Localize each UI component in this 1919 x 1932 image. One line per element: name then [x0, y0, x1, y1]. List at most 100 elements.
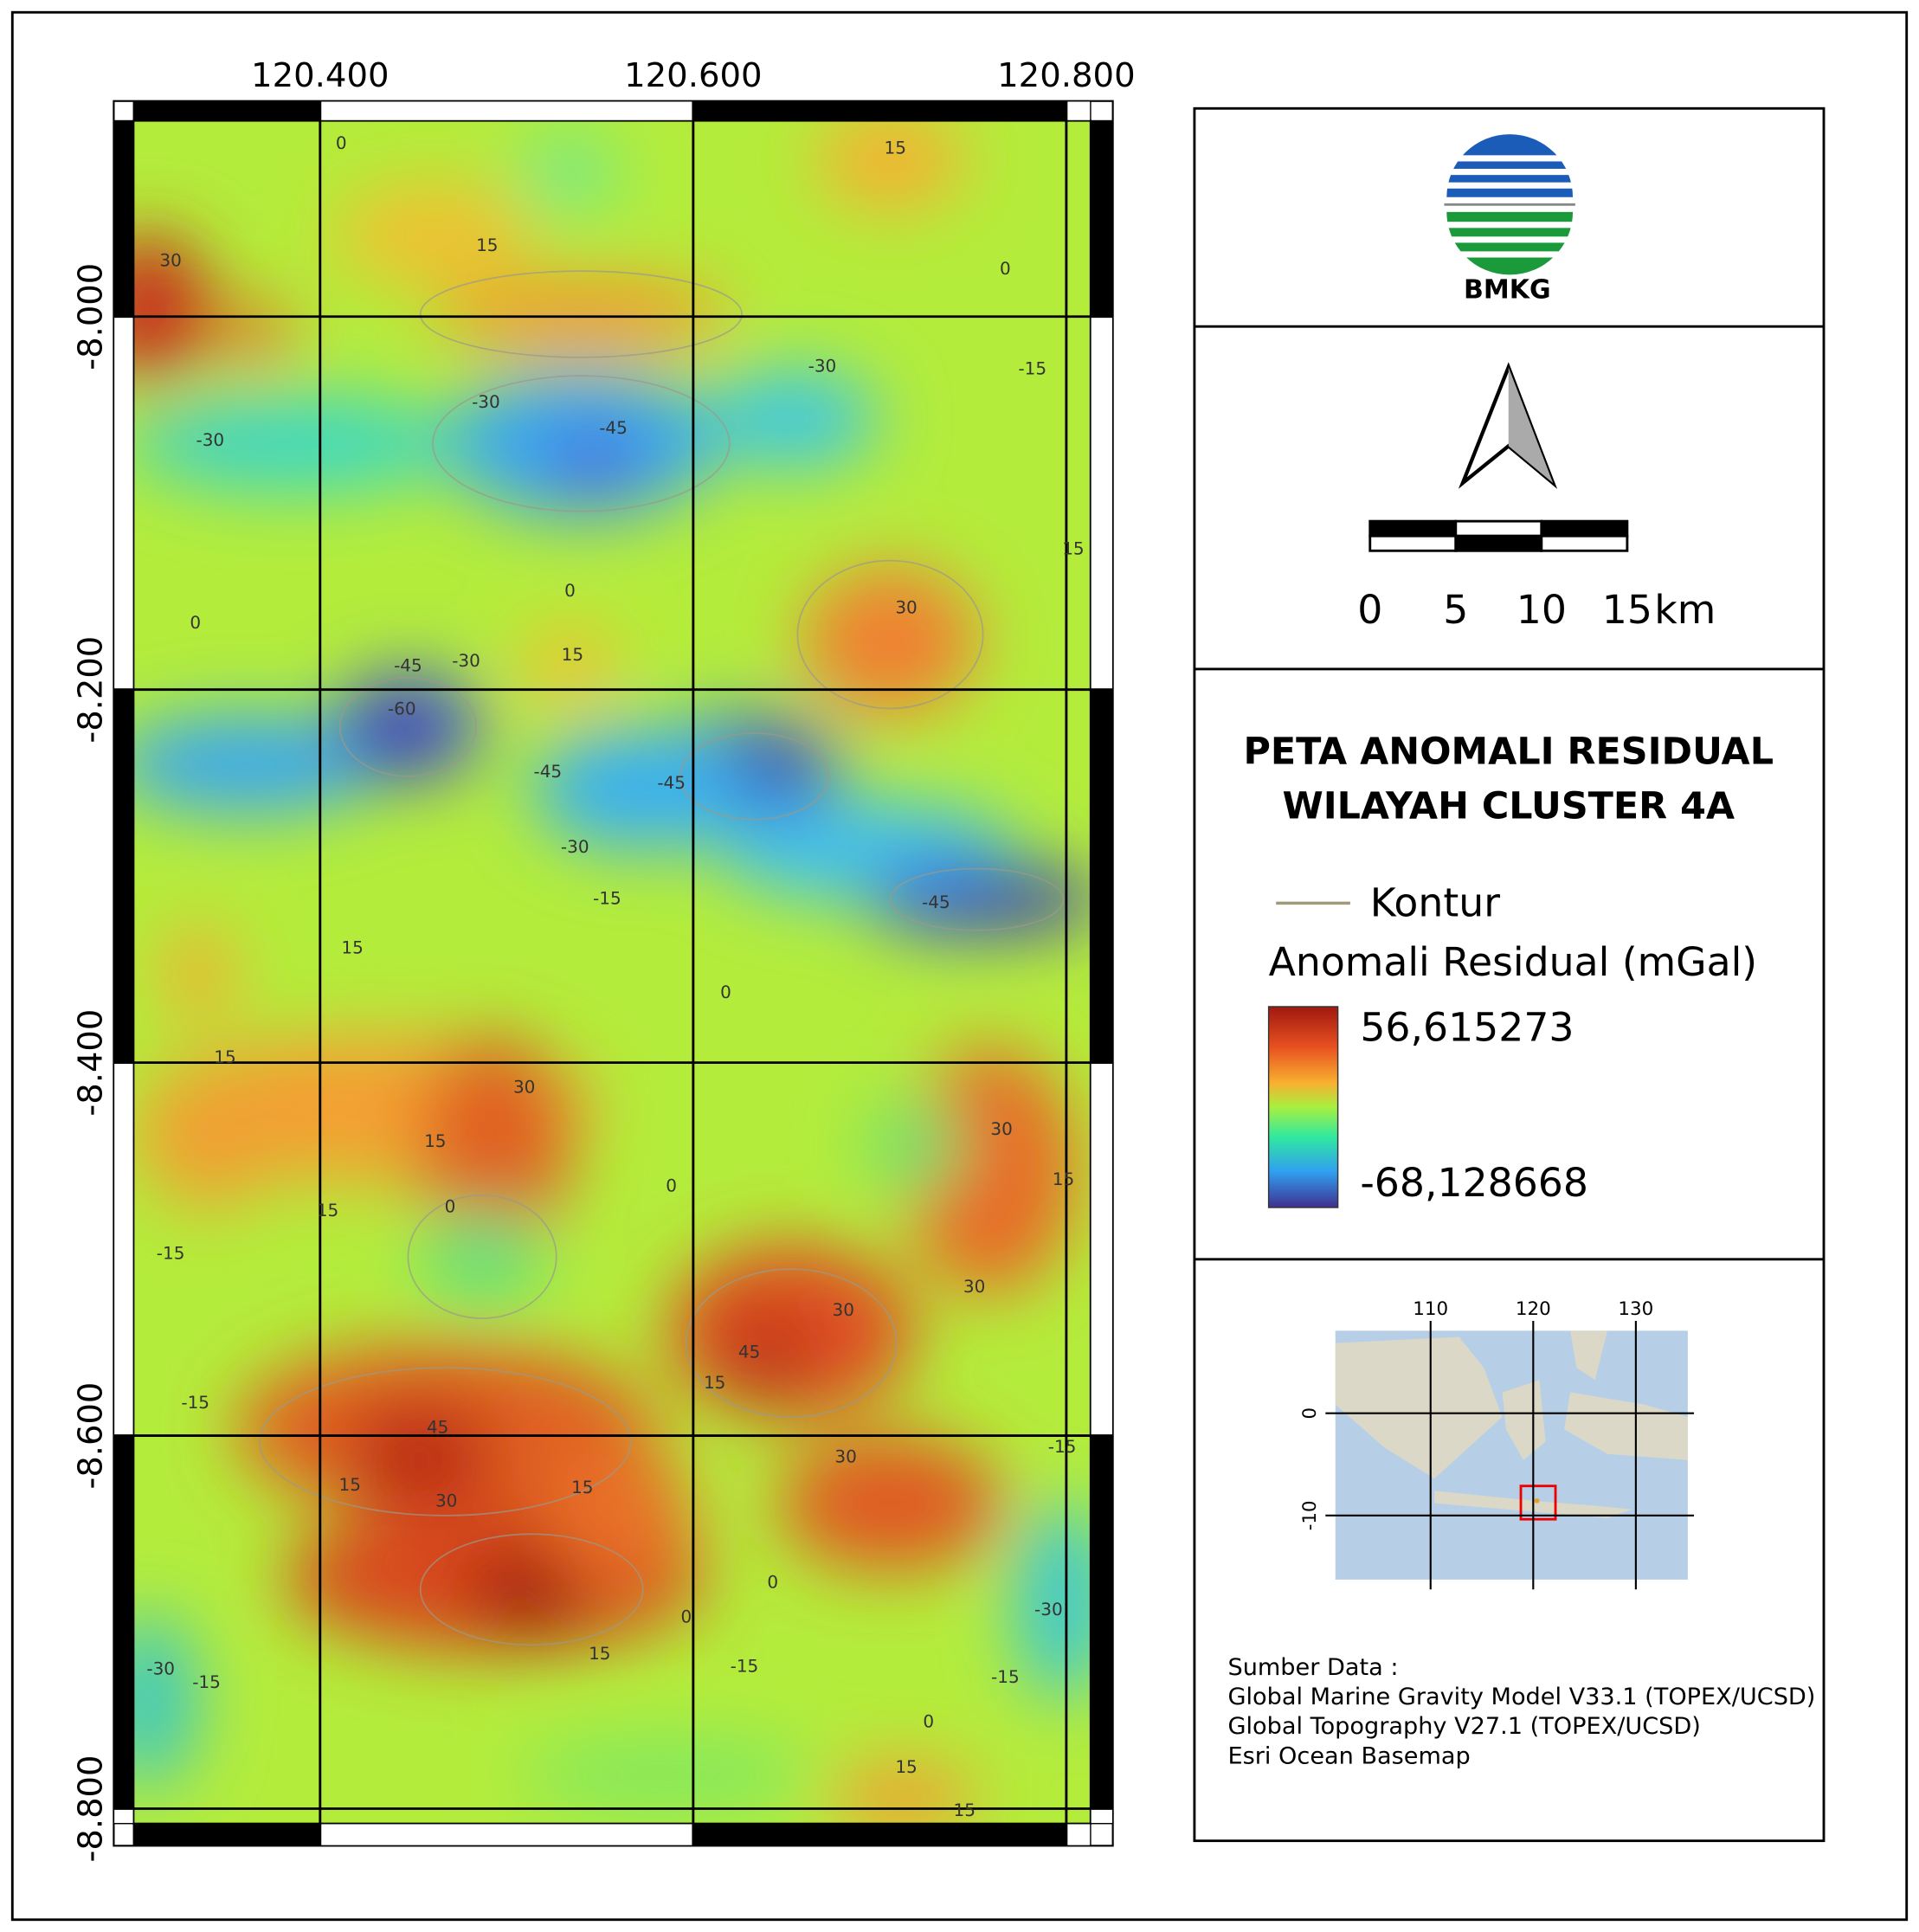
- anomaly-blob: [469, 1546, 594, 1633]
- frame-segment: [113, 316, 134, 691]
- contour-line: [407, 1194, 557, 1319]
- contour-label: 15: [885, 138, 906, 158]
- source-line: Esri Ocean Basemap: [1227, 1742, 1470, 1769]
- map-title: PETA ANOMALI RESIDUAL: [1243, 731, 1774, 774]
- contour-label: -15: [991, 1666, 1020, 1687]
- contour-label: -15: [192, 1671, 221, 1692]
- anomaly-blob: [865, 1096, 965, 1195]
- frame-segment: [692, 100, 1067, 122]
- inset-y-label: 0: [1299, 1407, 1321, 1420]
- contour-label: 15: [214, 1046, 235, 1067]
- contour-label: -15: [181, 1392, 209, 1413]
- contour-label: 30: [159, 249, 181, 270]
- anomaly-blob: [778, 1435, 1002, 1571]
- anomaly-blob: [136, 1059, 285, 1208]
- contour-label: -45: [533, 761, 562, 782]
- y-tick-label: -8.400: [72, 1009, 111, 1117]
- anomaly-blob: [803, 566, 977, 715]
- contour-label: 30: [435, 1491, 457, 1511]
- outer-border: [10, 10, 1909, 1922]
- colorbar-title: Anomali Residual (mGal): [1269, 939, 1758, 985]
- anomaly-blob: [1014, 1503, 1091, 1701]
- scale-label: 0: [1357, 587, 1382, 633]
- anomaly-blob: [432, 277, 730, 351]
- anomaly-blob: [420, 1208, 544, 1306]
- contour-label: -30: [561, 836, 589, 857]
- contour-label: -30: [1034, 1599, 1063, 1620]
- anomaly-blob: [531, 726, 755, 851]
- logo-text: BMKG: [1464, 274, 1551, 305]
- bmkg-logo: BMKG: [1444, 134, 1575, 305]
- contour-label: 45: [738, 1341, 760, 1362]
- scale-label: 5: [1443, 587, 1468, 633]
- contour-label: -15: [593, 888, 621, 909]
- scale-segment: [1540, 534, 1629, 552]
- frame-segment: [1090, 688, 1114, 1064]
- contour-label: 15: [1062, 538, 1084, 558]
- contour-label: 15: [424, 1130, 446, 1151]
- inset-map: [1335, 1330, 1688, 1580]
- source-line: Global Topography V27.1 (TOPEX/UCSD): [1227, 1713, 1700, 1740]
- anomaly-blob: [133, 234, 210, 383]
- map-title: WILAYAH CLUSTER 4A: [1282, 784, 1735, 828]
- y-tick-label: -8.000: [72, 263, 111, 370]
- contour-label: 0: [1000, 258, 1011, 279]
- contour-label: -30: [146, 1658, 175, 1678]
- contour-label: -60: [388, 698, 416, 718]
- contour-label: 15: [953, 1800, 975, 1820]
- frame-segment: [1090, 316, 1114, 691]
- y-tick-label: -8.800: [72, 1755, 111, 1863]
- anomaly-blob: [544, 425, 643, 499]
- source-line: Global Marine Gravity Model V33.1 (TOPEX…: [1227, 1684, 1815, 1710]
- contour-label: -30: [808, 356, 837, 377]
- contour-label: -15: [1048, 1436, 1077, 1457]
- scale-segment: [1540, 519, 1629, 538]
- contour-line: [259, 1367, 632, 1517]
- anomaly-blob: [133, 412, 273, 475]
- contour-label: 15: [562, 644, 583, 665]
- scale-segment: [1454, 519, 1543, 538]
- anomaly-blob: [951, 868, 1091, 931]
- contour-labels: 0 15 30 15 0 -15 -30 -30 -45 -30 15 0 0 30 15 -45 -60 -30…: [146, 132, 1084, 1820]
- anomaly-blob: [160, 924, 235, 1023]
- map-frame: 120.400 120.600 120.800 -8.000 -8.200 -8.400 -…: [72, 56, 1136, 1862]
- frame-segment: [1090, 119, 1114, 318]
- colorbar: [1267, 1006, 1339, 1208]
- sources: Sumber Data : Global Marine Gravity Model…: [1227, 1654, 1815, 1769]
- contour-label: 30: [895, 597, 917, 618]
- anomaly-blob: [544, 1441, 692, 1590]
- contour-line: [889, 867, 1065, 931]
- contour-line: [338, 677, 477, 777]
- anomaly-blob: [518, 628, 619, 703]
- contour-lines: [259, 270, 1065, 1646]
- frame-segment: [113, 1434, 134, 1810]
- anomaly-field: [133, 120, 1091, 1824]
- frame-segment: [692, 1823, 1067, 1847]
- anomaly-blob: [518, 1737, 816, 1812]
- scale-segment: [1454, 534, 1543, 552]
- contour-label: -15: [157, 1243, 185, 1264]
- colorbar-min: -68,128668: [1360, 1160, 1588, 1206]
- frame-segment: [319, 100, 694, 122]
- anomaly-blob: [358, 702, 433, 764]
- scale-bar: 0 5 10 15 km: [1357, 519, 1716, 633]
- contour-line: [679, 732, 829, 821]
- scale-unit: km: [1654, 587, 1716, 633]
- contour-label: 30: [963, 1276, 985, 1297]
- contour-label: -45: [657, 772, 686, 793]
- x-tick-label: 120.800: [997, 56, 1135, 95]
- frame-segment: [113, 119, 134, 318]
- y-tick-label: -8.600: [72, 1382, 111, 1490]
- contour-label: 30: [990, 1118, 1012, 1139]
- anomaly-blob: [420, 1034, 570, 1257]
- contour-label: 15: [317, 1200, 338, 1220]
- north-arrow: [1458, 362, 1558, 489]
- anomaly-blob: [133, 1613, 198, 1787]
- frame-segment: [319, 1823, 694, 1847]
- frame-segment: [1066, 1823, 1092, 1847]
- scale-label: 15: [1602, 587, 1652, 633]
- contour-line: [419, 1533, 644, 1646]
- contour-label: 0: [445, 1196, 456, 1217]
- anomaly-blob: [815, 120, 965, 209]
- contour-label: -30: [452, 650, 480, 671]
